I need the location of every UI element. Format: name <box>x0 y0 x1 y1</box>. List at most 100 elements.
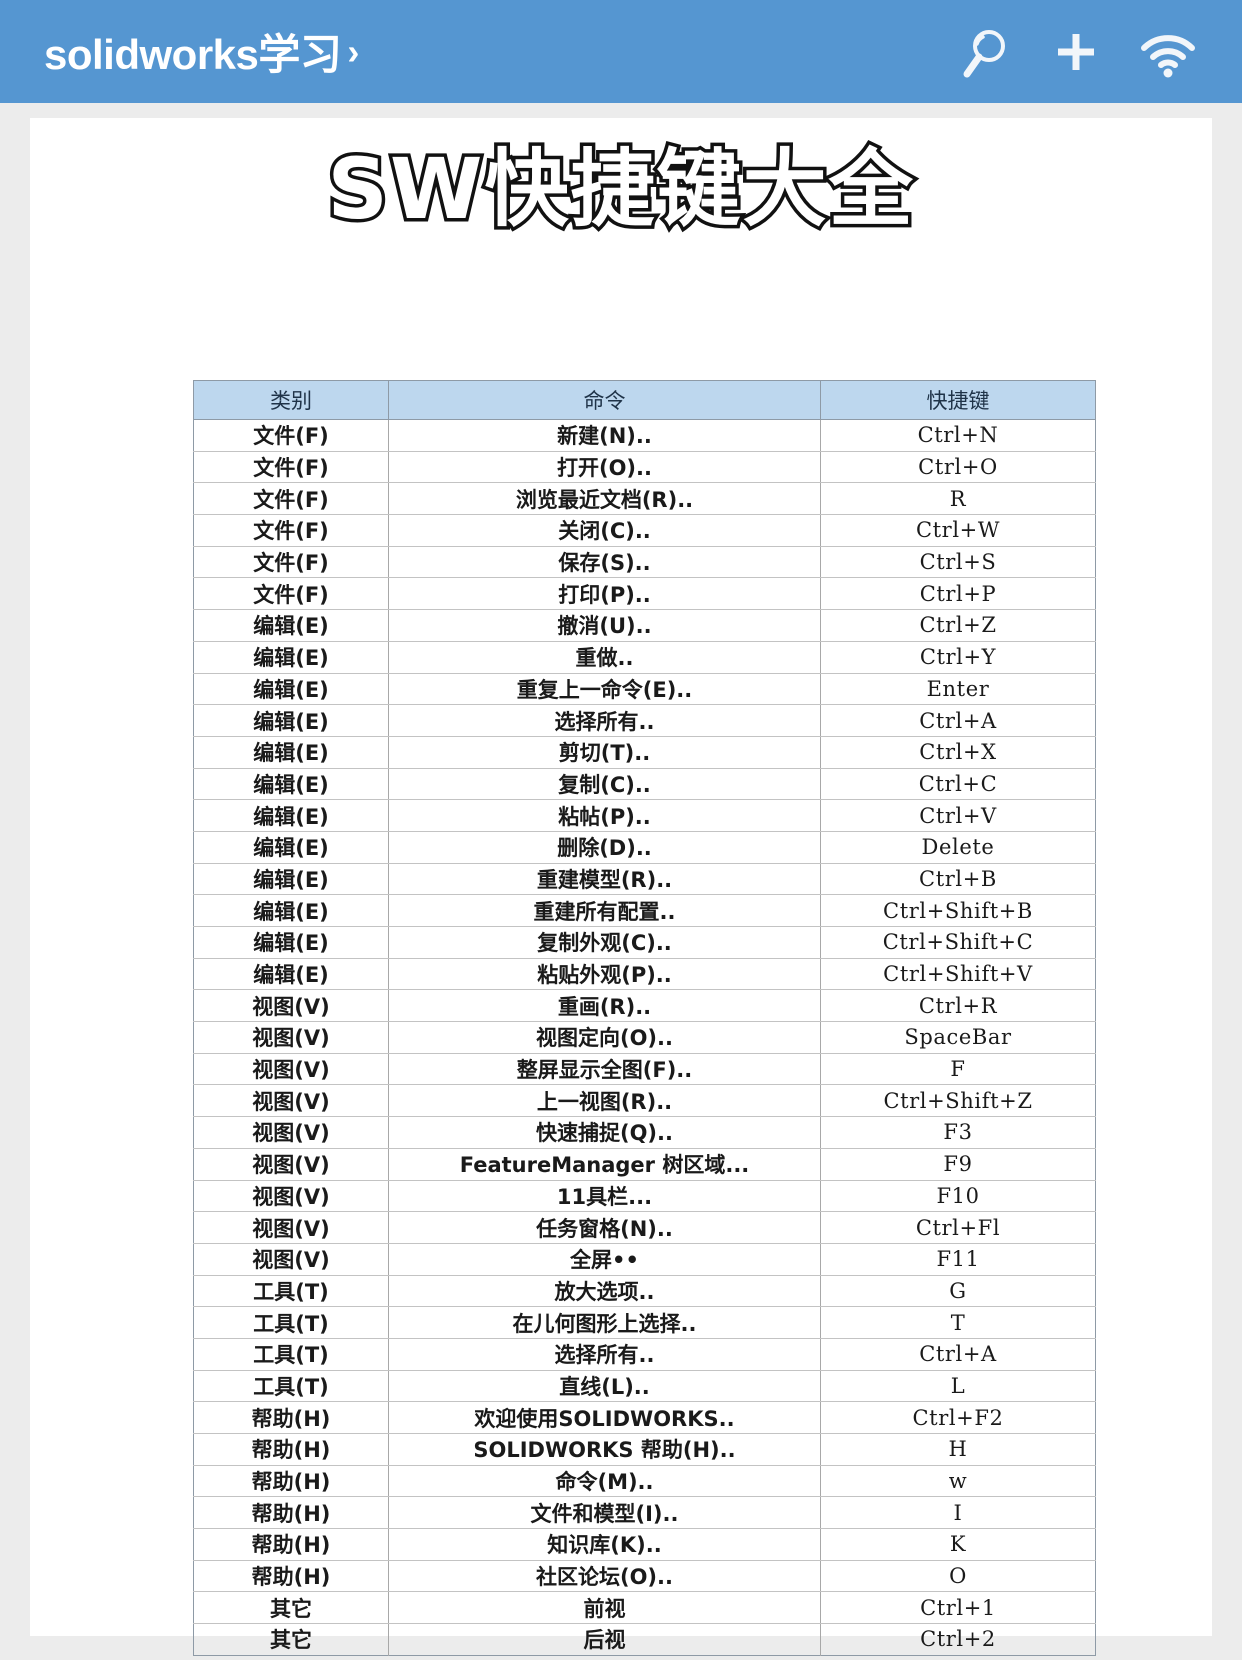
cell-category: 帮助(H) <box>193 1433 389 1466</box>
cell-command: 在儿何图形上选择.. <box>388 1306 821 1339</box>
cell-command: 11具栏... <box>388 1180 821 1213</box>
cell-shortcut: F9 <box>820 1148 1096 1181</box>
cell-category: 视图(V) <box>193 1211 389 1244</box>
cell-category: 帮助(H) <box>193 1560 389 1593</box>
cell-shortcut: F3 <box>820 1116 1096 1149</box>
cell-shortcut: F <box>820 1053 1096 1086</box>
cell-shortcut: Delete <box>820 831 1096 864</box>
table-row: 视图(V) 快速捕捉(Q).. F3 <box>193 1116 1096 1149</box>
wifi-icon[interactable] <box>1138 24 1198 80</box>
header-actions <box>958 24 1198 80</box>
cell-category: 文件(F) <box>193 546 389 579</box>
table-row: 其它 后视 Ctrl+2 <box>193 1623 1096 1656</box>
table-row: 工具(T) 选择所有.. Ctrl+A <box>193 1338 1096 1371</box>
cell-command: 重复上一命令(E).. <box>388 673 821 706</box>
cell-shortcut: G <box>820 1275 1096 1308</box>
cell-category: 工具(T) <box>193 1338 389 1371</box>
cell-command: 撤消(U).. <box>388 609 821 642</box>
cell-command: 重做.. <box>388 641 821 674</box>
cell-shortcut: Ctrl+Shift+C <box>820 926 1096 959</box>
search-icon[interactable] <box>958 24 1014 80</box>
cell-command: 选择所有.. <box>388 704 821 737</box>
table-row: 文件(F) 浏览最近文档(R).. R <box>193 482 1096 516</box>
cell-command: 文件和模型(I).. <box>388 1496 821 1530</box>
table-row: 编辑(E) 复制(C).. Ctrl+C <box>193 768 1096 801</box>
cell-category: 编辑(E) <box>193 768 389 801</box>
cell-shortcut: R <box>820 482 1096 516</box>
table-row: 视图(V) FeatureManager 树区域... F9 <box>193 1148 1096 1181</box>
cell-command: 粘帖(P).. <box>388 799 821 832</box>
table-row: 文件(F) 关闭(C).. Ctrl+W <box>193 514 1096 547</box>
cell-command: 选择所有.. <box>388 1338 821 1371</box>
cell-command: 剪切(T).. <box>388 736 821 769</box>
cell-category: 帮助(H) <box>193 1465 389 1498</box>
table-row: 文件(F) 保存(S).. Ctrl+S <box>193 546 1096 579</box>
plus-icon[interactable] <box>1048 24 1104 80</box>
cell-category: 编辑(E) <box>193 736 389 769</box>
table-header-row: 类别 命令 快捷键 <box>193 380 1096 420</box>
cell-command: 重画(R).. <box>388 989 821 1023</box>
shortcut-table-container: 类别 命令 快捷键 文件(F) 新建(N).. Ctrl+N 文件(F) 打开(O)..… <box>193 380 1096 1656</box>
table-row: 编辑(E) 复制外观(C).. Ctrl+Shift+C <box>193 926 1096 959</box>
cell-shortcut: Ctrl+Shift+B <box>820 894 1096 927</box>
cell-command: 放大选项.. <box>388 1275 821 1308</box>
cell-category: 帮助(H) <box>193 1496 389 1530</box>
cell-shortcut: F10 <box>820 1180 1096 1213</box>
cell-shortcut: w <box>820 1465 1096 1498</box>
cell-category: 编辑(E) <box>193 926 389 959</box>
cell-shortcut: Ctrl+F2 <box>820 1401 1096 1434</box>
cell-shortcut: Ctrl+A <box>820 1338 1096 1371</box>
table-row: 帮助(H) 文件和模型(I).. I <box>193 1496 1096 1530</box>
cell-shortcut: Ctrl+O <box>820 451 1096 484</box>
cell-category: 帮助(H) <box>193 1401 389 1434</box>
column-header-command: 命令 <box>388 380 821 420</box>
cell-command: 直线(L).. <box>388 1370 821 1403</box>
cell-shortcut: T <box>820 1306 1096 1339</box>
cell-shortcut: H <box>820 1433 1096 1466</box>
table-row: 编辑(E) 粘贴外观(P).. Ctrl+Shift+V <box>193 958 1096 991</box>
cell-shortcut: Ctrl+A <box>820 704 1096 737</box>
cell-category: 文件(F) <box>193 451 389 484</box>
cell-shortcut: O <box>820 1560 1096 1593</box>
table-row: 视图(V) 11具栏... F10 <box>193 1180 1096 1213</box>
cell-category: 编辑(E) <box>193 894 389 927</box>
table-row: 编辑(E) 删除(D).. Delete <box>193 831 1096 864</box>
cell-category: 文件(F) <box>193 419 389 452</box>
account-name: solidworks学习 <box>44 31 342 78</box>
cell-shortcut: F11 <box>820 1243 1096 1276</box>
cell-command: 前视 <box>388 1591 821 1625</box>
cell-command: 整屏显示全图(F).. <box>388 1053 821 1086</box>
column-header-shortcut: 快捷键 <box>820 380 1096 420</box>
page-background: SW快捷键大全 类别 命令 快捷键 文件(F) 新建(N).. Ctrl+N 文件(F… <box>0 103 1242 1660</box>
cell-shortcut: Ctrl+Fl <box>820 1211 1096 1244</box>
cell-shortcut: Ctrl+N <box>820 419 1096 452</box>
cell-command: 全屏•• <box>388 1243 821 1276</box>
table-row: 工具(T) 直线(L).. L <box>193 1370 1096 1403</box>
table-row: 视图(V) 全屏•• F11 <box>193 1243 1096 1276</box>
cell-command: 欢迎使用SOLIDWORKS.. <box>388 1401 821 1434</box>
cell-command: 删除(D).. <box>388 831 821 864</box>
table-row: 视图(V) 上一视图(R).. Ctrl+Shift+Z <box>193 1084 1096 1118</box>
cell-shortcut: L <box>820 1370 1096 1403</box>
table-row: 文件(F) 新建(N).. Ctrl+N <box>193 419 1096 452</box>
table-row: 帮助(H) SOLIDWORKS 帮助(H).. H <box>193 1433 1096 1466</box>
cell-category: 编辑(E) <box>193 958 389 991</box>
cell-command: 保存(S).. <box>388 546 821 579</box>
cell-shortcut: Ctrl+Z <box>820 609 1096 642</box>
cell-category: 编辑(E) <box>193 799 389 832</box>
table-row: 编辑(E) 重复上一命令(E).. Enter <box>193 673 1096 706</box>
cell-shortcut: I <box>820 1496 1096 1530</box>
cell-command: 打开(O).. <box>388 451 821 484</box>
account-title[interactable]: solidworks学习 › <box>44 21 359 82</box>
cell-category: 视图(V) <box>193 989 389 1023</box>
cell-category: 视图(V) <box>193 1243 389 1276</box>
cell-command: 关闭(C).. <box>388 514 821 547</box>
cell-command: 粘贴外观(P).. <box>388 958 821 991</box>
cell-category: 工具(T) <box>193 1306 389 1339</box>
cell-shortcut: Ctrl+Y <box>820 641 1096 674</box>
cell-category: 编辑(E) <box>193 863 389 896</box>
cell-category: 文件(F) <box>193 577 389 611</box>
table-row: 帮助(H) 命令(M).. w <box>193 1465 1096 1498</box>
cell-category: 工具(T) <box>193 1370 389 1403</box>
cell-command: 视图定向(O).. <box>388 1021 821 1054</box>
